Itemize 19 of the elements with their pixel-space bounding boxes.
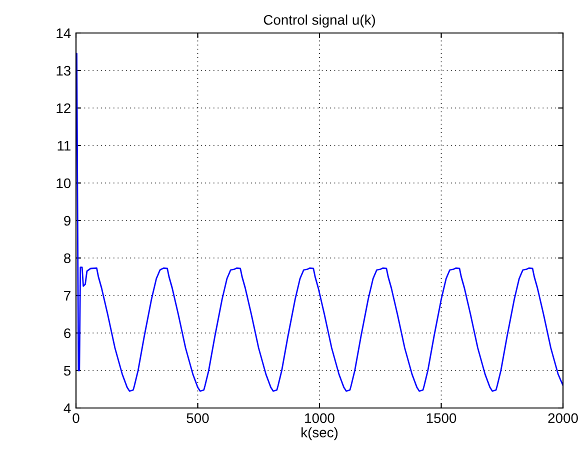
y-tick-label: 5	[64, 366, 71, 376]
y-tick-label: 10	[56, 178, 71, 188]
x-tick-label: 500	[186, 413, 209, 424]
line-series	[76, 52, 563, 392]
y-tick-label: 4	[64, 403, 71, 414]
y-tick-label: 13	[56, 66, 71, 76]
x-tick-label: 1500	[426, 413, 456, 424]
y-tick-label: 12	[56, 103, 70, 114]
y-tick-label: 7	[64, 290, 70, 301]
x-axis-title: k(sec)	[302, 427, 338, 440]
x-tick-label: 1000	[305, 413, 334, 424]
chart-title: Control signal u(k)	[264, 14, 375, 28]
y-tick-label: 11	[58, 140, 70, 151]
x-tick-label: 0	[72, 413, 80, 424]
x-tick-label: 2000	[548, 413, 578, 424]
y-tick-label: 8	[64, 253, 71, 264]
y-tick-label: 14	[56, 28, 71, 38]
y-tick-label: 9	[64, 216, 70, 226]
y-tick-label: 6	[64, 328, 71, 338]
